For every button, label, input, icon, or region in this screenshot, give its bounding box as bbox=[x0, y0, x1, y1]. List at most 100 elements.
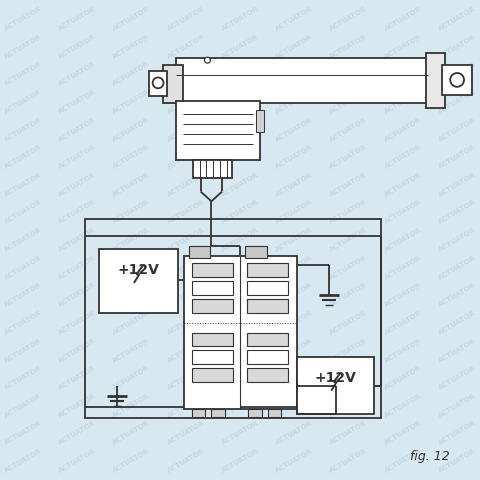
Text: ACTUATOR: ACTUATOR bbox=[383, 254, 422, 280]
Text: ACTUATOR: ACTUATOR bbox=[58, 254, 97, 280]
Text: ACTUATOR: ACTUATOR bbox=[112, 337, 151, 363]
Text: ACTUATOR: ACTUATOR bbox=[3, 365, 43, 391]
Bar bbox=[247, 299, 288, 313]
Text: ACTUATOR: ACTUATOR bbox=[329, 88, 368, 115]
Text: ACTUATOR: ACTUATOR bbox=[383, 33, 422, 60]
Text: ACTUATOR: ACTUATOR bbox=[329, 365, 368, 391]
Text: ACTUATOR: ACTUATOR bbox=[112, 365, 151, 391]
Text: ACTUATOR: ACTUATOR bbox=[58, 227, 97, 253]
Text: ACTUATOR: ACTUATOR bbox=[58, 33, 97, 60]
Text: ACTUATOR: ACTUATOR bbox=[3, 254, 43, 280]
Text: ACTUATOR: ACTUATOR bbox=[3, 337, 43, 363]
Text: ACTUATOR: ACTUATOR bbox=[220, 61, 260, 87]
Text: ACTUATOR: ACTUATOR bbox=[329, 171, 368, 198]
Text: ACTUATOR: ACTUATOR bbox=[437, 337, 477, 363]
Bar bbox=[248, 408, 262, 418]
Text: ACTUATOR: ACTUATOR bbox=[383, 171, 422, 198]
Text: ACTUATOR: ACTUATOR bbox=[3, 116, 43, 143]
Bar bbox=[184, 255, 297, 408]
Text: ACTUATOR: ACTUATOR bbox=[166, 337, 205, 363]
Text: ACTUATOR: ACTUATOR bbox=[220, 310, 260, 336]
Text: ACTUATOR: ACTUATOR bbox=[166, 254, 205, 280]
Text: ACTUATOR: ACTUATOR bbox=[275, 420, 314, 446]
Circle shape bbox=[204, 57, 210, 63]
Text: ACTUATOR: ACTUATOR bbox=[275, 199, 314, 225]
Text: ACTUATOR: ACTUATOR bbox=[58, 310, 97, 336]
Text: ACTUATOR: ACTUATOR bbox=[275, 254, 314, 280]
Text: ACTUATOR: ACTUATOR bbox=[58, 88, 97, 115]
Text: ACTUATOR: ACTUATOR bbox=[166, 199, 205, 225]
Text: ACTUATOR: ACTUATOR bbox=[383, 199, 422, 225]
Text: ACTUATOR: ACTUATOR bbox=[220, 116, 260, 143]
Bar bbox=[426, 53, 445, 108]
Text: ACTUATOR: ACTUATOR bbox=[329, 144, 368, 170]
Text: ACTUATOR: ACTUATOR bbox=[383, 116, 422, 143]
Text: ACTUATOR: ACTUATOR bbox=[275, 33, 314, 60]
Text: ACTUATOR: ACTUATOR bbox=[166, 420, 205, 446]
Text: ACTUATOR: ACTUATOR bbox=[329, 6, 368, 32]
Text: ACTUATOR: ACTUATOR bbox=[112, 116, 151, 143]
Text: ACTUATOR: ACTUATOR bbox=[275, 365, 314, 391]
Text: ACTUATOR: ACTUATOR bbox=[383, 420, 422, 446]
Bar bbox=[189, 246, 210, 258]
Text: ACTUATOR: ACTUATOR bbox=[112, 448, 151, 474]
Text: ACTUATOR: ACTUATOR bbox=[220, 33, 260, 60]
Text: ACTUATOR: ACTUATOR bbox=[166, 365, 205, 391]
Text: ACTUATOR: ACTUATOR bbox=[112, 227, 151, 253]
Text: ACTUATOR: ACTUATOR bbox=[58, 144, 97, 170]
Text: ACTUATOR: ACTUATOR bbox=[166, 33, 205, 60]
Text: ACTUATOR: ACTUATOR bbox=[3, 282, 43, 308]
Bar bbox=[192, 160, 232, 178]
Text: ACTUATOR: ACTUATOR bbox=[166, 88, 205, 115]
Bar bbox=[297, 357, 374, 414]
Text: ACTUATOR: ACTUATOR bbox=[220, 171, 260, 198]
Text: ACTUATOR: ACTUATOR bbox=[166, 144, 205, 170]
Text: +12V: +12V bbox=[118, 264, 159, 277]
Text: ACTUATOR: ACTUATOR bbox=[329, 282, 368, 308]
Text: ACTUATOR: ACTUATOR bbox=[3, 171, 43, 198]
Text: ACTUATOR: ACTUATOR bbox=[275, 310, 314, 336]
Text: fig. 12: fig. 12 bbox=[410, 450, 450, 463]
Bar bbox=[211, 408, 225, 418]
Text: ACTUATOR: ACTUATOR bbox=[220, 420, 260, 446]
Text: ACTUATOR: ACTUATOR bbox=[437, 88, 477, 115]
Text: ACTUATOR: ACTUATOR bbox=[437, 254, 477, 280]
Bar bbox=[442, 65, 472, 95]
Text: ACTUATOR: ACTUATOR bbox=[275, 144, 314, 170]
Text: ACTUATOR: ACTUATOR bbox=[220, 393, 260, 419]
Text: ACTUATOR: ACTUATOR bbox=[58, 337, 97, 363]
Text: ACTUATOR: ACTUATOR bbox=[112, 6, 151, 32]
Text: ACTUATOR: ACTUATOR bbox=[275, 393, 314, 419]
Text: ACTUATOR: ACTUATOR bbox=[3, 420, 43, 446]
Circle shape bbox=[153, 77, 164, 88]
Bar bbox=[149, 71, 167, 96]
Text: ACTUATOR: ACTUATOR bbox=[437, 144, 477, 170]
Text: ACTUATOR: ACTUATOR bbox=[437, 199, 477, 225]
Text: ACTUATOR: ACTUATOR bbox=[275, 116, 314, 143]
Text: ACTUATOR: ACTUATOR bbox=[58, 199, 97, 225]
Text: ACTUATOR: ACTUATOR bbox=[3, 393, 43, 419]
Text: ACTUATOR: ACTUATOR bbox=[112, 61, 151, 87]
Text: ACTUATOR: ACTUATOR bbox=[275, 171, 314, 198]
Text: ACTUATOR: ACTUATOR bbox=[220, 227, 260, 253]
Text: ACTUATOR: ACTUATOR bbox=[329, 420, 368, 446]
Text: ACTUATOR: ACTUATOR bbox=[58, 448, 97, 474]
Text: ACTUATOR: ACTUATOR bbox=[437, 33, 477, 60]
Text: ACTUATOR: ACTUATOR bbox=[329, 116, 368, 143]
Text: ACTUATOR: ACTUATOR bbox=[112, 171, 151, 198]
Bar bbox=[192, 368, 233, 382]
Text: ACTUATOR: ACTUATOR bbox=[3, 61, 43, 87]
Text: ACTUATOR: ACTUATOR bbox=[275, 6, 314, 32]
Text: ACTUATOR: ACTUATOR bbox=[220, 337, 260, 363]
Text: ACTUATOR: ACTUATOR bbox=[383, 310, 422, 336]
Text: ACTUATOR: ACTUATOR bbox=[437, 171, 477, 198]
Text: ACTUATOR: ACTUATOR bbox=[437, 310, 477, 336]
Text: ACTUATOR: ACTUATOR bbox=[166, 448, 205, 474]
Bar bbox=[176, 58, 428, 103]
Bar bbox=[192, 264, 233, 277]
Bar bbox=[192, 333, 233, 347]
Text: ACTUATOR: ACTUATOR bbox=[437, 227, 477, 253]
Text: ACTUATOR: ACTUATOR bbox=[329, 393, 368, 419]
Text: ACTUATOR: ACTUATOR bbox=[437, 282, 477, 308]
Text: ACTUATOR: ACTUATOR bbox=[383, 88, 422, 115]
